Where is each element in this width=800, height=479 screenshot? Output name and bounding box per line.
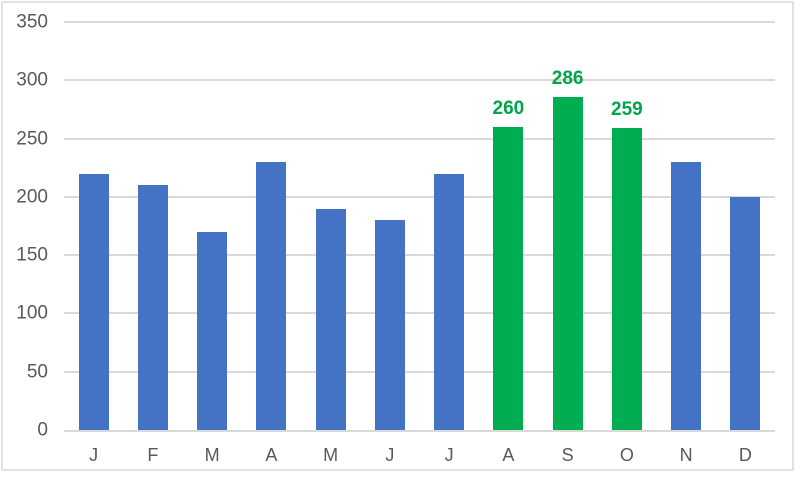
bar-slot: F — [123, 22, 182, 464]
y-axis-tick-label: 250 — [16, 128, 48, 150]
bar-slot: J — [64, 22, 123, 464]
x-axis-tick-label: A — [502, 445, 515, 465]
bar-M-3 — [197, 231, 228, 430]
y-axis-tick-label: 50 — [26, 361, 48, 383]
gridline — [64, 370, 775, 373]
bar-A-4 — [256, 161, 287, 430]
x-axis-tick-label: J — [89, 445, 99, 465]
bar-slot: M — [183, 22, 242, 464]
gridline — [64, 312, 775, 315]
bar-N-11 — [671, 161, 702, 430]
bar-D-12 — [730, 196, 761, 430]
bar-slot: J — [420, 22, 479, 464]
x-axis-tick-label: O — [619, 445, 634, 465]
x-axis-tick-label: J — [444, 445, 454, 465]
x-axis-tick-label: N — [679, 445, 693, 465]
x-axis-line — [64, 430, 775, 432]
x-axis-tick-label: M — [323, 445, 339, 465]
x-axis-tick-label: S — [561, 445, 574, 465]
bar-slot: 260 A — [479, 22, 538, 464]
bar-M-5 — [315, 208, 346, 430]
x-axis-tick-label: D — [738, 445, 752, 465]
bar-slot: M — [301, 22, 360, 464]
gridline — [64, 79, 775, 82]
gridline — [64, 137, 775, 140]
bar-J-6 — [374, 220, 405, 430]
y-axis-tick-label: 150 — [16, 244, 48, 266]
bar-S-9 — [552, 96, 583, 430]
gridline — [64, 195, 775, 198]
bar-data-label: 260 — [492, 97, 525, 119]
y-axis-tick-label: 300 — [16, 69, 48, 91]
bar-data-label: 259 — [611, 99, 643, 121]
bar-slot: 286 S — [538, 22, 597, 464]
gridline — [64, 21, 775, 23]
gridline — [64, 254, 775, 257]
plot-area: J F M A M J J 260 A 286 S 259 O N D — [64, 21, 775, 464]
x-axis-tick-label: A — [265, 445, 278, 465]
x-axis-tick-label: F — [147, 445, 159, 465]
bar-O-10 — [611, 128, 642, 430]
x-axis-tick-label: J — [385, 445, 395, 465]
bar-F-2 — [137, 185, 168, 430]
bar-slot: N — [657, 22, 716, 464]
bars-row: J F M A M J J 260 A 286 S 259 O N D — [64, 22, 775, 464]
bar-data-label: 286 — [551, 67, 584, 89]
chart-border-frame — [1, 1, 794, 471]
bar-slot: J — [360, 22, 419, 464]
bar-slot: A — [242, 22, 301, 464]
y-axis-tick-label: 100 — [16, 302, 48, 324]
y-axis-tick-label: 0 — [37, 419, 48, 441]
bar-slot: D — [716, 22, 775, 464]
bar-J-1 — [78, 173, 109, 430]
y-axis: 0 50 100 150 200 250 300 350 — [0, 13, 48, 440]
bar-J-7 — [434, 173, 465, 430]
y-axis-tick-label: 200 — [16, 186, 48, 208]
bar-slot: 259 O — [597, 22, 656, 464]
y-axis-tick-label: 350 — [16, 11, 48, 33]
bar-A-8 — [493, 126, 524, 430]
x-axis-tick-label: M — [204, 445, 220, 465]
